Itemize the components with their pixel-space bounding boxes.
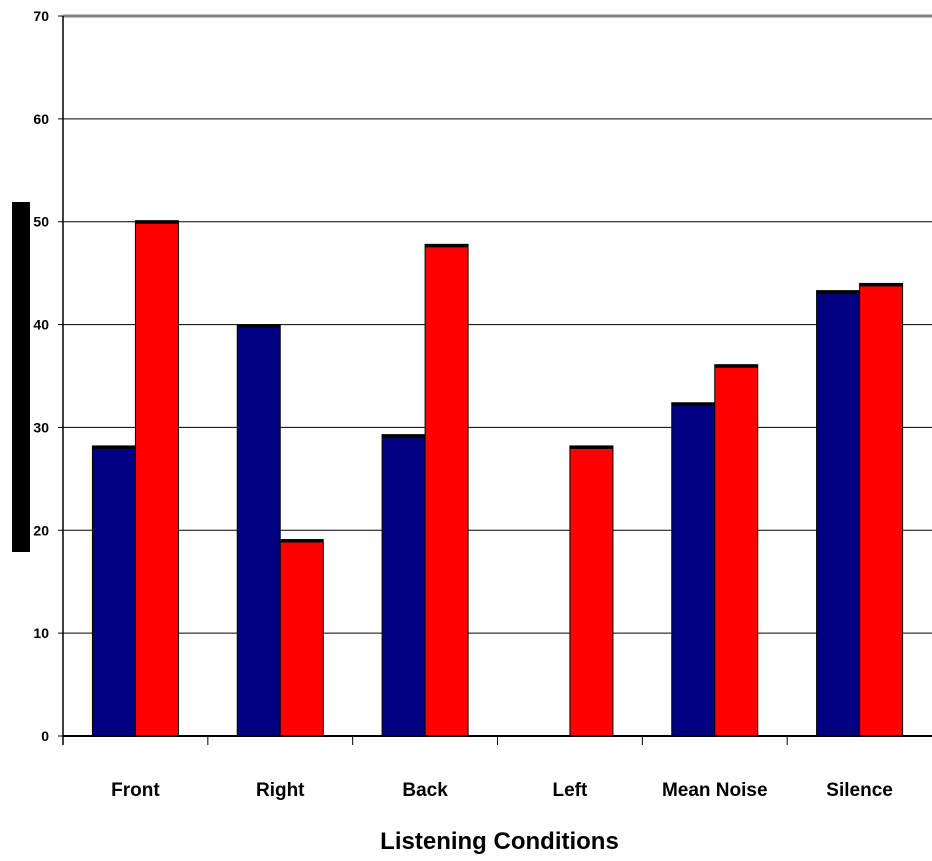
y-tick-label: 0 (41, 728, 49, 744)
y-tick-label: 10 (33, 625, 49, 641)
category-labels: Front Right Back Left Mean Noise Silence (111, 780, 893, 801)
x-axis-title: Listening Conditions (380, 828, 619, 855)
category-label: Front (111, 780, 160, 801)
y-axis-label-bar (12, 202, 30, 552)
category-label: Silence (826, 780, 893, 801)
y-tick-label: 30 (33, 419, 49, 435)
bar-top-edge (714, 364, 758, 368)
bar-right-series-1 (236, 324, 281, 737)
bar-front-series-1 (91, 445, 136, 737)
bar-right-series-2 (279, 539, 324, 737)
axes (58, 15, 932, 745)
bar-top-edge (280, 539, 324, 543)
y-tick-label: 50 (33, 214, 49, 230)
bar-silence-series-2 (859, 282, 904, 737)
category-label: Mean Noise (662, 780, 768, 801)
bar-top-edge (859, 283, 903, 287)
y-tick-label: 20 (33, 522, 49, 538)
bar-top-edge (135, 220, 179, 224)
y-tick-label: 70 (33, 8, 49, 24)
bar-back-series-2 (424, 243, 469, 737)
bars (91, 220, 904, 737)
bar-top-edge (382, 434, 426, 438)
y-tick-label: 40 (33, 317, 49, 333)
bar-left-series-2 (569, 445, 614, 737)
bar-top-edge (425, 244, 469, 248)
y-tick-labels: 0 10 20 30 40 50 60 70 (33, 8, 49, 744)
bar-mean-noise-series-2 (714, 364, 759, 737)
bar-silence-series-1 (816, 290, 861, 737)
gridlines (63, 14, 932, 634)
bar-top-edge (816, 290, 860, 294)
bar-mean-noise-series-1 (671, 402, 716, 737)
category-label: Left (553, 780, 589, 801)
bar-back-series-1 (381, 434, 426, 737)
bar-top-edge (569, 445, 613, 449)
bar-top-edge (237, 324, 281, 328)
bar-front-series-2 (134, 220, 179, 737)
bar-top-edge (92, 445, 136, 449)
y-tick-label: 60 (33, 111, 49, 127)
category-label: Back (402, 780, 448, 801)
bar-top-edge (671, 402, 715, 406)
category-label: Right (256, 780, 305, 801)
